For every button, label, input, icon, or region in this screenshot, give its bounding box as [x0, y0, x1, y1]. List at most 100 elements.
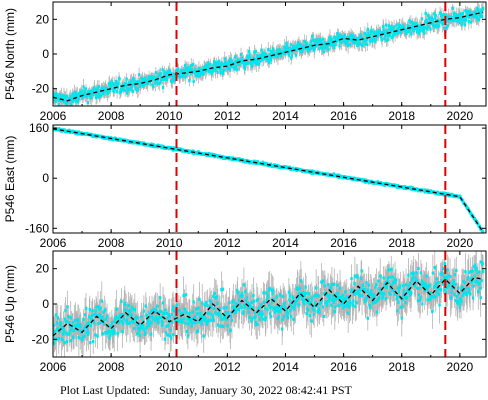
observation-point: [176, 318, 180, 322]
observation-point: [171, 76, 175, 80]
observation-point: [76, 92, 79, 97]
observation-point: [381, 31, 384, 35]
observation-point: [207, 318, 211, 322]
observation-point: [442, 13, 446, 17]
observation-point: [90, 89, 93, 93]
observation-point: [95, 95, 99, 99]
observation-point: [413, 26, 416, 31]
observation-point: [253, 60, 257, 64]
observation-point: [180, 68, 183, 72]
x-tick-label: 2010: [156, 236, 183, 250]
observation-point: [369, 30, 373, 34]
observation-point: [216, 301, 219, 305]
observation-point: [124, 82, 127, 86]
observation-point: [119, 313, 123, 317]
observation-point: [84, 87, 88, 91]
observation-point: [253, 159, 256, 163]
observation-point: [159, 310, 163, 314]
observation-point: [167, 323, 170, 328]
observation-point: [478, 10, 481, 14]
observation-point: [446, 16, 449, 20]
observation-point: [186, 72, 189, 76]
observation-point: [57, 102, 60, 106]
observation-point: [101, 315, 104, 319]
observation-point: [401, 24, 404, 28]
observation-point: [358, 42, 361, 46]
observation-point: [284, 52, 287, 56]
observation-point: [441, 17, 445, 21]
model-line-east: [53, 128, 484, 233]
observation-point: [71, 99, 75, 103]
observation-point: [64, 96, 67, 100]
plot-content-north: [53, 2, 485, 106]
observation-point: [434, 14, 437, 18]
observation-point: [53, 330, 55, 334]
observation-point: [209, 304, 212, 308]
observation-point: [76, 132, 80, 136]
observation-point: [65, 103, 68, 106]
observation-point: [153, 318, 157, 323]
observation-point: [184, 293, 188, 297]
observation-point: [479, 12, 482, 16]
observation-point: [132, 78, 136, 82]
observation-point: [212, 318, 215, 323]
observation-point: [270, 55, 273, 59]
observation-point: [100, 299, 103, 303]
observation-point: [463, 23, 467, 27]
observation-point: [226, 310, 230, 315]
observation-point: [264, 53, 268, 57]
observation-point: [209, 62, 212, 67]
observation-point: [194, 321, 197, 325]
observation-point: [288, 49, 292, 53]
observation-point: [386, 38, 390, 42]
observation-point: [131, 89, 135, 93]
observation-point: [172, 332, 175, 337]
observation-point: [379, 35, 383, 39]
observation-point: [215, 295, 219, 299]
observation-point: [253, 50, 256, 54]
observation-point: [142, 84, 145, 88]
observation-point: [247, 56, 250, 60]
observation-point: [250, 64, 254, 68]
observation-point: [255, 62, 258, 66]
observation-point: [99, 93, 103, 97]
observation-point: [164, 308, 167, 312]
observation-point: [350, 33, 354, 37]
observation-point: [188, 311, 191, 316]
observation-point: [69, 95, 72, 99]
observation-point: [133, 326, 136, 330]
observation-point: [72, 329, 76, 333]
observation-point: [152, 307, 156, 311]
observation-point: [383, 36, 386, 41]
observation-point: [474, 12, 477, 17]
observation-point: [156, 304, 159, 308]
observation-point: [213, 307, 216, 311]
observation-point: [89, 323, 92, 327]
observation-point: [205, 63, 208, 67]
observation-point: [54, 313, 58, 317]
observation-point: [74, 97, 77, 102]
observation-point: [468, 15, 471, 19]
observation-point: [194, 74, 198, 78]
observation-point: [202, 314, 206, 318]
observation-point: [338, 44, 341, 48]
observation-point: [477, 18, 480, 22]
observation-point: [271, 49, 274, 54]
observation-point: [79, 325, 82, 329]
observation-point: [268, 55, 271, 59]
observation-point: [384, 33, 387, 37]
observation-point: [352, 34, 356, 38]
observation-point: [60, 94, 63, 98]
panel-north: 2006 2008 2010 2012 2014 2016 2018 2020 -20 0 20 P5…: [3, 1, 487, 123]
observation-point: [163, 312, 166, 316]
observation-point: [95, 305, 98, 309]
observation-point: [126, 321, 130, 325]
observation-point: [408, 19, 411, 23]
observation-point: [136, 80, 139, 84]
observation-point: [249, 61, 253, 66]
observation-point: [225, 62, 228, 66]
observation-point: [92, 319, 95, 323]
observation-point: [108, 81, 111, 86]
observation-point: [168, 315, 171, 319]
observation-point: [365, 37, 369, 41]
